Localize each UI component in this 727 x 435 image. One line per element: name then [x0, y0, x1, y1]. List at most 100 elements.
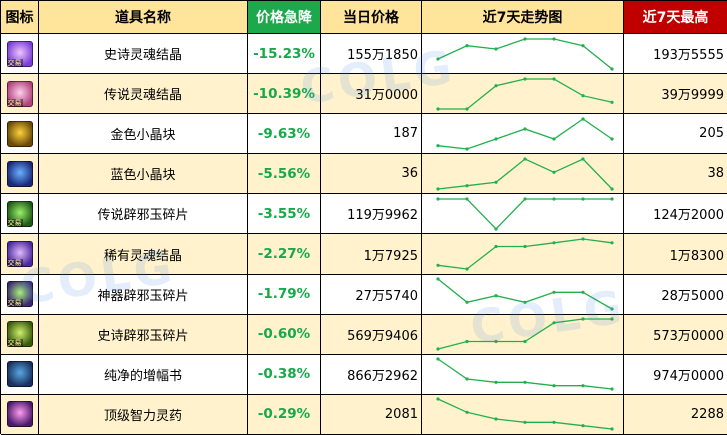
trend-line [437, 318, 612, 350]
trade-badge: 交易 [6, 58, 23, 67]
trend-point [552, 384, 556, 388]
item-name: 史诗辟邪玉碎片 [39, 314, 248, 355]
seven-day-high: 2288 [624, 394, 727, 435]
seven-day-high: 205 [624, 114, 727, 155]
seven-day-high: 38 [624, 154, 727, 195]
today-price: 36 [321, 154, 422, 195]
trend-point [465, 300, 469, 305]
trend-point [465, 107, 469, 111]
seven-day-high: 193万5555 [624, 34, 727, 75]
trend-point [494, 83, 498, 87]
item-name: 蓝色小晶块 [39, 154, 248, 195]
trend-point [552, 170, 556, 174]
trend-sparkline [436, 277, 614, 311]
seven-day-high: 573万0000 [624, 314, 727, 355]
trend-line [437, 117, 613, 150]
trend-point [581, 290, 585, 295]
item-name: 神器辟邪玉碎片 [39, 274, 248, 315]
legendary-jade-shard-icon: 交易 [6, 200, 33, 227]
item-name: 史诗灵魂结晶 [39, 34, 248, 75]
item-name: 纯净的增幅书 [39, 354, 248, 395]
trend-point [494, 340, 498, 344]
trend-point [581, 197, 585, 201]
today-price: 1万7925 [321, 234, 422, 275]
trend-cell [422, 74, 624, 115]
trend-sparkline [436, 397, 614, 431]
trend-point [494, 294, 498, 298]
trend-point [523, 380, 527, 385]
trend-sparkline [436, 77, 614, 111]
icon-cell [1, 354, 39, 395]
trend-point [436, 263, 440, 267]
item-name: 传说辟邪玉碎片 [39, 194, 248, 235]
price-drop: -15.23% [248, 34, 321, 75]
price-drop: -0.60% [248, 314, 321, 355]
header-drop: 价格急降 [248, 1, 321, 34]
trend-point [523, 36, 527, 41]
trend-point [552, 321, 556, 325]
trend-point [436, 143, 440, 148]
trend-point [494, 137, 498, 141]
trend-line [438, 198, 612, 230]
icon-cell [1, 394, 39, 435]
trend-line [437, 358, 613, 390]
trend-point [494, 244, 498, 249]
trend-point [494, 46, 498, 51]
trend-point [436, 197, 440, 201]
trend-point [523, 421, 527, 425]
trend-cell [422, 194, 624, 235]
trend-point [465, 183, 469, 188]
trend-point [552, 197, 556, 201]
trend-line [437, 158, 613, 190]
top-intelligence-potion-icon [6, 401, 33, 428]
trend-point [581, 157, 585, 161]
icon-cell: 交易 [1, 274, 39, 315]
trade-badge: 交易 [6, 339, 23, 348]
trend-point [610, 317, 614, 321]
trend-line [437, 238, 613, 270]
trend-point [552, 290, 556, 295]
trend-point [494, 417, 498, 421]
epic-soul-crystal-icon: 交易 [6, 40, 33, 67]
price-drop: -0.38% [248, 354, 321, 395]
trend-sparkline [436, 157, 614, 191]
trend-line [437, 398, 613, 431]
icon-cell: 交易 [1, 234, 39, 275]
trend-point [610, 307, 614, 311]
seven-day-high: 28万5000 [624, 274, 727, 315]
trend-point [465, 43, 469, 47]
trend-point [581, 93, 585, 97]
item-name: 稀有灵魂结晶 [39, 234, 248, 275]
trend-point [465, 197, 469, 201]
trend-sparkline [436, 237, 614, 271]
trend-point [523, 197, 527, 201]
icon-cell [1, 154, 39, 195]
icon-cell: 交易 [1, 314, 39, 355]
trend-point [610, 197, 614, 201]
trend-point [581, 43, 585, 47]
rare-soul-crystal-icon: 交易 [6, 241, 33, 268]
trend-point [552, 137, 556, 141]
header-trend: 近7天走势图 [422, 1, 624, 34]
trend-point [581, 424, 585, 428]
trend-point [523, 300, 527, 305]
trend-point [523, 127, 527, 131]
trend-cell [422, 314, 624, 355]
trend-point [494, 380, 498, 385]
trend-point [581, 384, 585, 388]
gold-crystal-block-icon [6, 120, 33, 147]
artifact-jade-shard-icon: 交易 [6, 281, 33, 308]
trend-point [465, 411, 469, 415]
price-drop: -3.55% [248, 194, 321, 235]
today-price: 569万9406 [321, 314, 422, 355]
trade-badge: 交易 [6, 259, 23, 268]
trade-badge: 交易 [6, 218, 23, 227]
icon-cell: 交易 [1, 74, 39, 115]
price-drop: -10.39% [248, 74, 321, 115]
trend-point [581, 117, 585, 121]
trend-point [523, 340, 527, 344]
icon-cell: 交易 [1, 34, 39, 75]
today-price: 155万1850 [321, 34, 422, 75]
trend-point [552, 421, 556, 425]
trend-point [610, 387, 614, 391]
